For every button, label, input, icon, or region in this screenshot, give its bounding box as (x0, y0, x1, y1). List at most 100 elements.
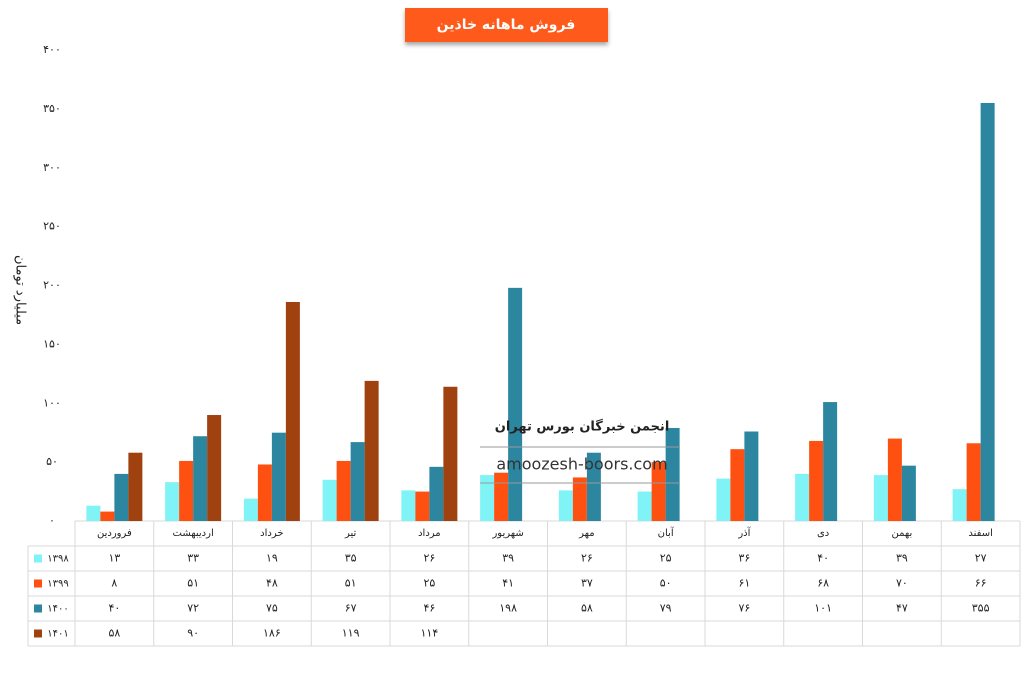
table-cell: ۳۵ (345, 552, 357, 565)
bar (128, 452, 143, 521)
legend-label: ۱۳۹۸ (47, 554, 69, 565)
table-cell: ۳۶ (738, 552, 750, 565)
x-tick-label: خرداد (260, 528, 283, 539)
table-cell: ۱۹ (266, 552, 278, 565)
table-cell: ۱۰۱ (814, 602, 832, 615)
bar (586, 452, 601, 521)
table-cell: ۲۵ (660, 552, 672, 565)
bar (508, 287, 523, 521)
legend-swatch (34, 554, 42, 563)
table-cell: ۵۰ (660, 577, 672, 590)
bar (873, 475, 888, 521)
table-cell: ۵۱ (187, 577, 199, 590)
table-cell: ۱۸۶ (263, 627, 281, 640)
bar (443, 386, 458, 521)
table-cell: ۷۲ (187, 602, 199, 615)
y-tick-label: ۱۰۰ (43, 396, 61, 409)
legend-label: ۱۴۰۰ (47, 604, 68, 615)
x-tick-label: تیر (344, 528, 357, 539)
y-tick-label: ۵۰ (46, 455, 58, 468)
bar (86, 505, 101, 521)
table-cell: ۶۷ (345, 602, 357, 615)
table-cell: ۵۱ (345, 577, 357, 590)
y-tick-label: ۰ (49, 514, 55, 527)
table-cell: ۲۶ (581, 552, 593, 565)
table-cell: ۲۶ (423, 552, 435, 565)
table-cell: ۲۵ (423, 577, 435, 590)
table-cell: ۸ (111, 577, 117, 590)
bar (243, 498, 258, 521)
bar (336, 460, 351, 521)
bar (980, 102, 995, 522)
table-cell: ۷۰ (896, 577, 908, 590)
watermark-url: amoozesh-boors.com (496, 455, 667, 474)
y-tick-label: ۳۵۰ (43, 102, 61, 115)
legend-swatch (34, 604, 42, 613)
bar (966, 443, 981, 521)
bar (193, 436, 208, 521)
bar (795, 473, 810, 521)
table-cell: ۴۷ (896, 602, 908, 615)
table-cell: ۴۰ (817, 552, 829, 565)
bar (364, 380, 379, 521)
x-tick-label: اسفند (968, 528, 992, 539)
bar (429, 466, 444, 521)
y-tick-label: ۲۵۰ (43, 220, 61, 233)
chart-title: فروش ماهانه خاذین (437, 17, 576, 33)
x-tick-label: بهمن (891, 528, 912, 539)
bar (823, 402, 838, 521)
table-cell: ۳۹ (896, 552, 908, 565)
bar (665, 427, 680, 521)
table-cell: ۱۹۸ (499, 602, 517, 615)
legend-label: ۱۴۰۱ (47, 629, 68, 640)
table-cell: ۴۱ (502, 577, 514, 590)
table-cell: ۶۱ (738, 577, 750, 590)
legend-swatch (34, 579, 42, 588)
legend-label: ۱۳۹۹ (47, 579, 68, 590)
y-tick-label: ۲۰۰ (43, 279, 61, 292)
table-cell: ۵۸ (108, 627, 120, 640)
x-tick-label: مرداد (418, 528, 441, 539)
bar (744, 431, 759, 521)
bar (322, 479, 337, 521)
bar (730, 449, 745, 521)
table-cell: ۱۱۴ (421, 627, 439, 640)
x-tick-label: آذر (737, 526, 751, 539)
x-tick-label: دی (817, 528, 829, 539)
bar (165, 482, 180, 521)
table-cell: ۷۹ (660, 602, 672, 615)
bar (415, 491, 430, 521)
table-cell: ۴۰ (108, 602, 120, 615)
bar (572, 477, 587, 521)
y-tick-label: ۳۰۰ (43, 161, 61, 174)
bar (285, 301, 300, 521)
bar (179, 460, 194, 521)
table-cell: ۱۳ (108, 552, 120, 565)
bar (480, 475, 495, 521)
table-cell: ۳۹ (502, 552, 514, 565)
title-box (405, 8, 608, 42)
bar (114, 473, 129, 521)
table-cell: ۶۶ (975, 577, 987, 590)
bar (809, 440, 824, 521)
bar (100, 511, 115, 521)
y-axis-label: میلیارد تومان (13, 255, 28, 325)
bar (651, 462, 666, 521)
table-cell: ۹۰ (187, 627, 199, 640)
x-tick-label: شهریور (491, 528, 523, 539)
table-cell: ۳۳ (187, 552, 199, 565)
bar (494, 472, 509, 521)
bar (558, 490, 573, 521)
table-cell: ۵۸ (581, 602, 593, 615)
plot: ۰ ۵۰ ۱۰۰ ۱۵۰ ۲۰۰ ۲۵۰ ۳۰۰ ۳۵۰ ۴۰۰ فروردین اردیبهشت خ… (27, 43, 1021, 647)
table-cell: ۷۵ (266, 602, 278, 615)
bar (257, 464, 272, 521)
x-tick-label: مهر (578, 528, 594, 539)
table-cell: ۴۸ (266, 577, 278, 590)
table-cell: ۱۱۹ (342, 627, 360, 640)
bar (887, 438, 902, 521)
watermark-title: انجمن خبرگان بورس تهران (495, 419, 670, 435)
table-cell: ۶۸ (817, 577, 829, 590)
bar (901, 465, 916, 521)
table-cell: ۳۷ (581, 577, 593, 590)
